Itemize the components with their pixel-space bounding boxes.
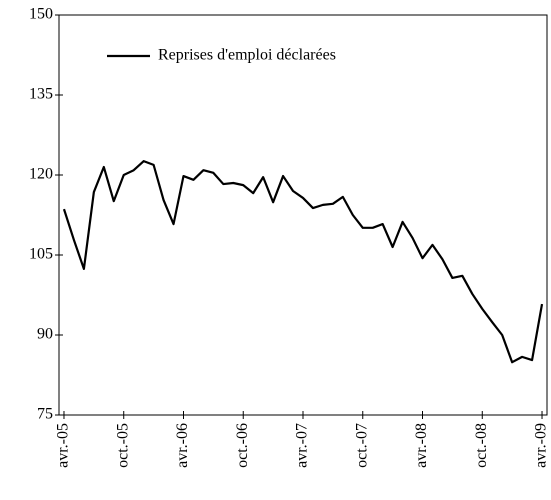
x-tick-label: avr.-08 xyxy=(413,423,430,468)
x-tick-label: oct.-07 xyxy=(353,423,370,468)
plot-frame xyxy=(58,14,548,416)
x-tick-label: avr.-07 xyxy=(294,423,311,468)
x-tick-label: oct.-05 xyxy=(114,423,131,468)
x-tick-label: avr.-06 xyxy=(174,423,191,468)
y-tick-label: 75 xyxy=(37,406,53,423)
y-tick-label: 105 xyxy=(29,246,53,263)
y-tick-label: 150 xyxy=(29,6,53,23)
legend-label: Reprises d'emploi déclarées xyxy=(158,47,336,64)
data-line xyxy=(62,160,544,364)
x-tick-label: oct.-08 xyxy=(473,423,490,468)
x-tick-label: avr.-09 xyxy=(533,423,550,468)
x-tick-label: oct.-06 xyxy=(234,423,251,468)
y-tick-label: 90 xyxy=(37,326,53,343)
y-tick-label: 135 xyxy=(29,86,53,103)
x-tick-label: avr.-05 xyxy=(55,423,72,468)
y-tick-label: 120 xyxy=(29,166,53,183)
